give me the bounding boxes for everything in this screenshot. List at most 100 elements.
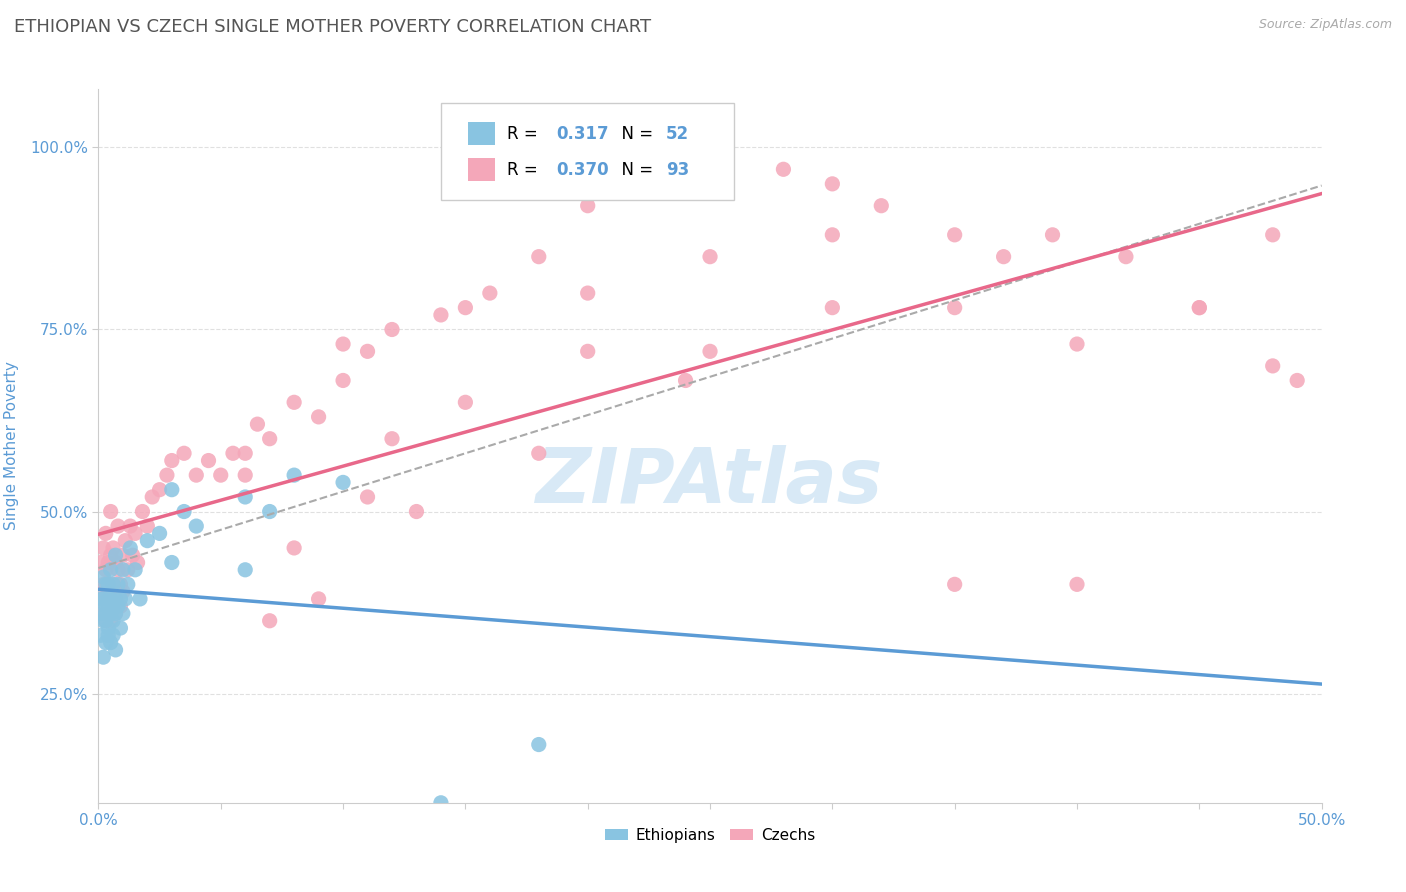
Text: R =: R = bbox=[508, 161, 543, 178]
Point bbox=[94, 563, 117, 577]
Text: N =: N = bbox=[612, 125, 658, 143]
Point bbox=[332, 475, 354, 490]
Point bbox=[111, 563, 134, 577]
Text: ETHIOPIAN VS CZECH SINGLE MOTHER POVERTY CORRELATION CHART: ETHIOPIAN VS CZECH SINGLE MOTHER POVERTY… bbox=[14, 18, 651, 36]
Point bbox=[91, 607, 114, 621]
Point bbox=[107, 563, 129, 577]
Point bbox=[100, 607, 122, 621]
FancyBboxPatch shape bbox=[468, 158, 495, 181]
Point bbox=[197, 453, 219, 467]
Point bbox=[90, 556, 112, 570]
Point bbox=[91, 570, 114, 584]
Legend: Ethiopians, Czechs: Ethiopians, Czechs bbox=[599, 822, 821, 848]
Text: 0.317: 0.317 bbox=[555, 125, 609, 143]
Text: 52: 52 bbox=[666, 125, 689, 143]
Point bbox=[1286, 374, 1309, 388]
Point bbox=[233, 490, 256, 504]
Y-axis label: Single Mother Poverty: Single Mother Poverty bbox=[4, 361, 18, 531]
Point bbox=[97, 591, 120, 606]
Point bbox=[993, 250, 1015, 264]
Point bbox=[100, 614, 122, 628]
Point bbox=[101, 577, 124, 591]
Point bbox=[136, 533, 159, 548]
Point bbox=[283, 395, 305, 409]
Point bbox=[1042, 227, 1064, 242]
Point bbox=[97, 577, 120, 591]
Point bbox=[1261, 227, 1284, 242]
Point bbox=[104, 556, 127, 570]
Point bbox=[121, 548, 143, 562]
Point bbox=[104, 607, 127, 621]
Point bbox=[259, 504, 281, 518]
Point bbox=[111, 584, 134, 599]
Point bbox=[124, 526, 146, 541]
Point bbox=[233, 563, 256, 577]
Point bbox=[117, 563, 139, 577]
Point bbox=[454, 395, 477, 409]
Point bbox=[943, 227, 966, 242]
Point bbox=[186, 468, 208, 483]
Point bbox=[1115, 250, 1137, 264]
Point bbox=[107, 519, 129, 533]
Point bbox=[527, 738, 550, 752]
Point bbox=[129, 591, 152, 606]
Point bbox=[100, 635, 122, 649]
Point bbox=[120, 519, 142, 533]
Text: Source: ZipAtlas.com: Source: ZipAtlas.com bbox=[1258, 18, 1392, 31]
Point bbox=[233, 446, 256, 460]
Point bbox=[405, 504, 427, 518]
Point bbox=[97, 577, 120, 591]
Point bbox=[259, 432, 281, 446]
Point bbox=[821, 227, 844, 242]
Point bbox=[527, 446, 550, 460]
Point bbox=[283, 468, 305, 483]
FancyBboxPatch shape bbox=[468, 122, 495, 145]
Text: 0.370: 0.370 bbox=[555, 161, 609, 178]
Point bbox=[104, 548, 127, 562]
Point bbox=[97, 556, 120, 570]
Point bbox=[91, 577, 114, 591]
Point bbox=[149, 526, 172, 541]
Point bbox=[131, 504, 153, 518]
Point bbox=[160, 453, 183, 467]
Point bbox=[173, 446, 195, 460]
Point bbox=[1188, 301, 1211, 315]
Point bbox=[94, 599, 117, 614]
Point bbox=[111, 548, 134, 562]
Point bbox=[1261, 359, 1284, 373]
Point bbox=[870, 199, 893, 213]
Point bbox=[101, 577, 124, 591]
Point bbox=[209, 468, 232, 483]
Point bbox=[160, 483, 183, 497]
Point bbox=[101, 599, 124, 614]
Point bbox=[246, 417, 269, 432]
Point bbox=[97, 607, 120, 621]
Point bbox=[94, 607, 117, 621]
Point bbox=[943, 301, 966, 315]
Text: R =: R = bbox=[508, 125, 543, 143]
Point bbox=[104, 591, 127, 606]
Point bbox=[91, 591, 114, 606]
Point bbox=[94, 526, 117, 541]
Point bbox=[156, 468, 179, 483]
Point bbox=[110, 599, 132, 614]
Point bbox=[97, 628, 120, 642]
Point bbox=[356, 344, 378, 359]
Point bbox=[104, 591, 127, 606]
Point bbox=[100, 563, 122, 577]
Point bbox=[101, 541, 124, 555]
Point bbox=[626, 177, 648, 191]
Point bbox=[332, 374, 354, 388]
Point bbox=[111, 607, 134, 621]
Point bbox=[381, 322, 404, 336]
Point bbox=[90, 591, 112, 606]
Point bbox=[675, 374, 697, 388]
Point bbox=[94, 577, 117, 591]
Point bbox=[1066, 577, 1088, 591]
Point bbox=[136, 519, 159, 533]
Point bbox=[430, 308, 453, 322]
Point bbox=[104, 607, 127, 621]
FancyBboxPatch shape bbox=[441, 103, 734, 200]
Point bbox=[356, 490, 378, 504]
Point bbox=[259, 614, 281, 628]
